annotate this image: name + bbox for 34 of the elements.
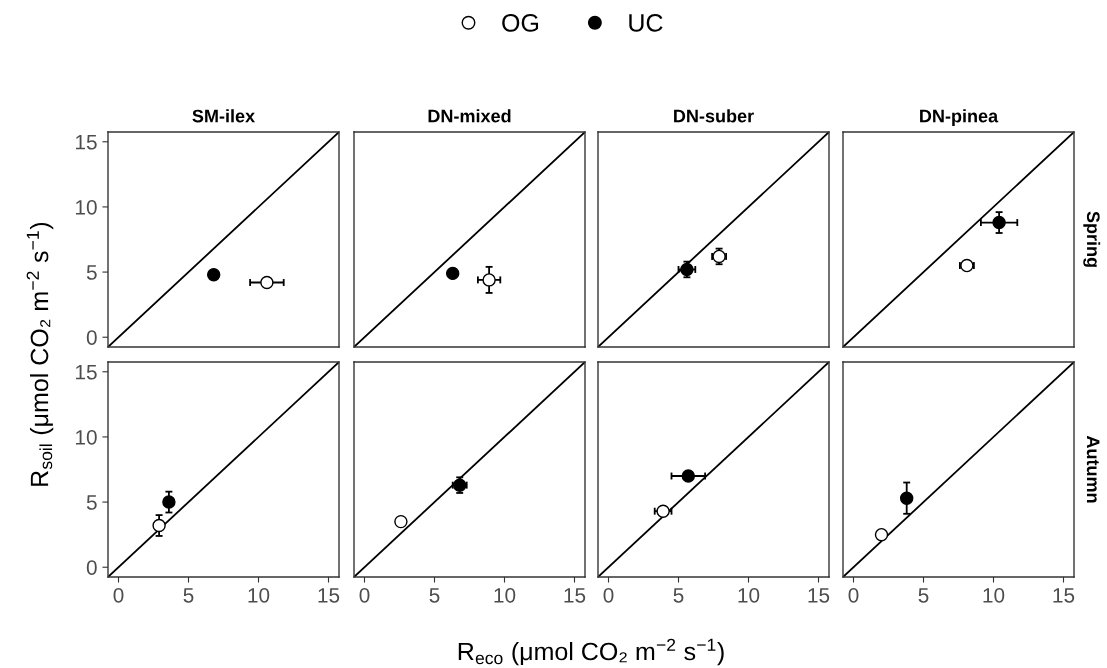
x-tick-label: 15 — [564, 588, 586, 603]
x-tick-label: 5 — [918, 588, 929, 603]
text: Autumn — [1086, 435, 1100, 503]
x-tick-label: 0 — [113, 587, 124, 603]
x-tick-label: 5 — [183, 588, 194, 603]
x-axis-title: R$_{eco}$ (μmol CO₂ m$^{−2}$ s$^{−1}$) — [458, 638, 724, 666]
x-tick-label: 5 — [429, 588, 440, 603]
y-tick-label: 5 — [86, 495, 97, 510]
x-tick-label: 10 — [983, 587, 1005, 603]
x-tick-label: 15 — [318, 588, 340, 603]
y-tick-label: 5 — [86, 265, 97, 280]
x-tick-label: 15 — [1053, 588, 1075, 603]
y-tick-label: 15 — [76, 134, 97, 150]
y-tick-label: 0 — [86, 560, 97, 575]
x-tick-label: 5 — [673, 588, 684, 603]
x-tick-label: 0 — [848, 587, 859, 603]
y-tick-label: 10 — [76, 429, 97, 445]
chart-title: DN-pinea — [920, 109, 999, 127]
x-tick-label: 0 — [603, 587, 614, 603]
text: Spring — [1083, 211, 1101, 267]
chart-title: DN-mixed — [428, 109, 511, 123]
x-tick-label: 10 — [248, 587, 270, 603]
legend-label: UC — [629, 14, 663, 32]
chart-title: DN-suber — [674, 109, 754, 123]
legend-label: OG — [502, 14, 539, 32]
x-tick-label: 0 — [359, 587, 370, 603]
y-tick-label: 0 — [86, 330, 97, 345]
x-tick-label: 15 — [808, 588, 830, 603]
y-tick-label: 15 — [76, 364, 97, 380]
chart-title: SM-ilex — [192, 109, 255, 123]
y-axis-title: R$_{soil}$ (μmol CO₂ m$^{−2}$ s$^{−1}$) — [26, 222, 54, 486]
x-tick-label: 10 — [738, 587, 760, 603]
x-tick-label: 10 — [494, 587, 516, 603]
y-tick-label: 10 — [76, 199, 97, 215]
